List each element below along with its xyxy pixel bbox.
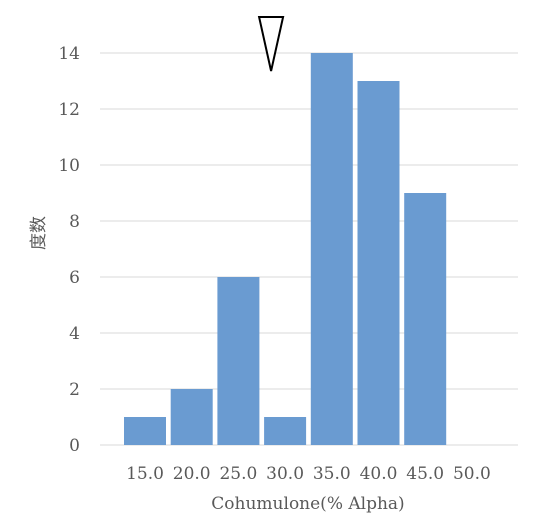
y-tick-label: 8 bbox=[69, 212, 80, 232]
y-tick-label: 12 bbox=[58, 100, 80, 120]
marker bbox=[257, 16, 285, 72]
x-tick-label: 50.0 bbox=[453, 464, 491, 484]
bar-45.0 bbox=[404, 193, 447, 445]
y-tick-label: 4 bbox=[69, 324, 80, 344]
triangle-down-marker bbox=[257, 16, 285, 72]
bar-40.0 bbox=[357, 81, 400, 445]
x-tick-label: 30.0 bbox=[266, 464, 304, 484]
x-tick-label: 20.0 bbox=[173, 464, 211, 484]
y-tick-label: 2 bbox=[69, 380, 80, 400]
y-tick-label: 0 bbox=[69, 436, 80, 456]
y-tick-label: 14 bbox=[58, 44, 80, 64]
x-tick-label: 15.0 bbox=[126, 464, 164, 484]
x-tick-label: 40.0 bbox=[360, 464, 398, 484]
x-tick-label: 35.0 bbox=[313, 464, 351, 484]
x-tick-label: 45.0 bbox=[406, 464, 444, 484]
x-axis-title: Cohumulone(% Alpha) bbox=[211, 494, 404, 514]
y-tick-label: 10 bbox=[58, 156, 80, 176]
bar-30.0 bbox=[264, 417, 307, 445]
bars bbox=[124, 53, 447, 445]
y-tick-labels: 0 2 4 6 8 10 12 14 bbox=[58, 44, 80, 456]
x-tick-label: 25.0 bbox=[219, 464, 257, 484]
x-tick-labels: 15.0 20.0 25.0 30.0 35.0 40.0 45.0 50.0 bbox=[126, 464, 491, 484]
bar-20.0 bbox=[170, 389, 213, 445]
y-tick-label: 6 bbox=[69, 268, 80, 288]
gridlines bbox=[100, 52, 518, 446]
bar-35.0 bbox=[310, 53, 353, 445]
bar-15.0 bbox=[124, 417, 166, 445]
y-axis-title: 度数 bbox=[29, 216, 49, 250]
bar-25.0 bbox=[217, 277, 260, 445]
